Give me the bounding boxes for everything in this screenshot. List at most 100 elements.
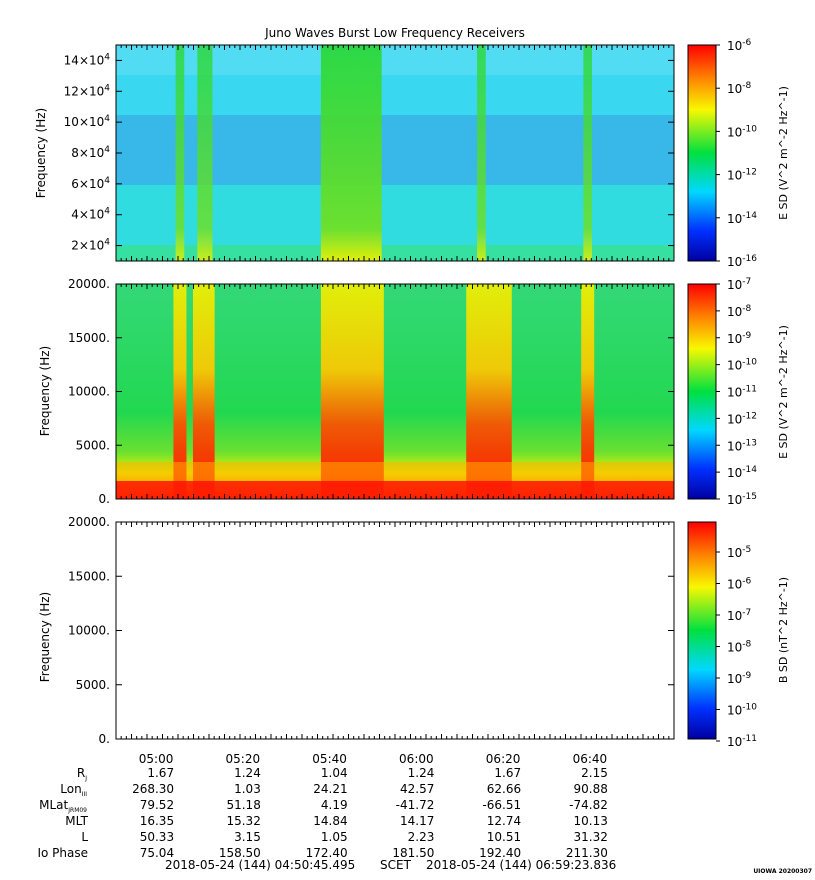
ephemeris-value: 31.32 (574, 830, 608, 844)
y-tick-label: 14×104 (64, 52, 111, 67)
spectrogram-panel-2: 20000. 15000. 10000. 5000. 0. Frequency (Hz) (38, 277, 675, 506)
colorbar-tick-label: 10-6 (727, 577, 752, 592)
colorbar-tick-label: 10-7 (727, 608, 751, 623)
ephemeris-value: 268.30 (132, 782, 174, 796)
ephemeris-row-label: Io Phase (37, 846, 88, 860)
colorbar-2 (687, 283, 717, 500)
colorbar-tick-label: 10-14 (727, 211, 757, 226)
y-tick-label: 12×104 (64, 83, 111, 98)
colorbar-3 (687, 521, 717, 740)
ephemeris-value: 1.05 (321, 830, 348, 844)
burst-column (175, 45, 185, 261)
ephemeris-value: 15.32 (226, 814, 260, 828)
y-tick-label: 6×104 (71, 176, 110, 191)
colorbar-tick-label: 10-5 (727, 545, 751, 560)
burst-column (477, 45, 486, 261)
colorbar-tick-label: 10-9 (727, 331, 752, 346)
time-start: 2018-05-24 (144) 04:50:45.495 (165, 858, 355, 872)
panel1-ylabel: Frequency (Hz) (34, 108, 48, 199)
spectrogram-panel-1: 2×104 4×104 6×104 8×104 10×104 12×104 14×104 F… (34, 44, 675, 262)
ephemeris-value: 1.67 (494, 766, 521, 780)
ephemeris-value: 62.66 (487, 782, 521, 796)
ephemeris-value: -66.51 (482, 798, 521, 812)
x-tick-label: 05:20 (226, 752, 261, 766)
ephemeris-value: 42.57 (400, 782, 434, 796)
colorbar-tick-label: 10-9 (727, 671, 752, 686)
ephemeris-value: 1.24 (408, 766, 435, 780)
y-tick-label: 2×104 (71, 238, 110, 253)
ephemeris-row-label: MLT (65, 814, 88, 828)
x-tick-label: 06:00 (399, 752, 434, 766)
panel3-background (115, 521, 675, 740)
colorbar-tick-label: 10-14 (727, 465, 757, 480)
ephemeris-value: 14.84 (313, 814, 347, 828)
colorbar-tick-label: 10-8 (727, 304, 752, 319)
y-tick-label: 15000. (68, 569, 110, 583)
y-tick-label: 5000. (76, 438, 110, 452)
x-tick-label: 05:40 (312, 752, 347, 766)
colorbar-tick-label: 10-10 (727, 124, 757, 139)
colorbar3-label: B SD (nT^2 Hz^-1) (777, 577, 790, 683)
spectrogram-panel-3: 20000. 15000. 10000. 5000. 0. Frequency (Hz) (38, 515, 675, 746)
ephemeris-row-label: LonIII (60, 782, 87, 798)
low-frequency-halo (116, 462, 674, 481)
burst-column (197, 45, 213, 261)
colorbar1-label: E SD (V^2 m^-2 Hz^-1) (777, 86, 790, 220)
ephemeris-value: 1.04 (321, 766, 348, 780)
figure-title: Juno Waves Burst Low Frequency Receivers (264, 26, 525, 40)
ephemeris-value: 192.40 (479, 846, 521, 860)
ephemeris-value: 1.67 (147, 766, 174, 780)
ephemeris-value: 172.40 (306, 846, 348, 860)
panel1-ticks: 2×104 4×104 6×104 8×104 10×104 12×104 14×104 (64, 45, 675, 261)
ephemeris-value: 181.50 (392, 846, 434, 860)
y-tick-label: 20000. (68, 277, 110, 291)
y-tick-label: 20000. (68, 515, 110, 529)
ephemeris-value: 16.35 (140, 814, 174, 828)
ephemeris-row-label: MLatJRM09 (39, 798, 87, 814)
colorbar-tick-label: 10-13 (727, 438, 757, 453)
colorbar-tick-label: 10-15 (727, 492, 757, 507)
colorbar-tick-label: 10-11 (727, 385, 757, 400)
time-mid-label: SCET (380, 858, 412, 872)
ephemeris-row-label: RJ (77, 766, 87, 782)
burst-column (173, 284, 187, 499)
ephemeris-value: -41.72 (396, 798, 435, 812)
colorbar2-label: E SD (V^2 m^-2 Hz^-1) (777, 325, 790, 459)
time-end: 2018-05-24 (144) 06:59:23.836 (426, 858, 616, 872)
ephemeris-value: 10.13 (574, 814, 608, 828)
y-tick-label: 10000. (68, 385, 110, 399)
y-tick-label: 4×104 (71, 207, 110, 222)
ephemeris-value: 211.30 (566, 846, 608, 860)
time-axis-labels: 05:00 05:20 05:40 06:00 06:20 06:40 (139, 752, 607, 766)
ephemeris-row-label: L (81, 830, 88, 844)
ephemeris-value: 12.74 (487, 814, 521, 828)
ephemeris-value: 75.04 (140, 846, 174, 860)
burst-column (320, 45, 354, 261)
colorbar-tick-label: 10-11 (727, 734, 757, 749)
ephemeris-value: 10.51 (487, 830, 521, 844)
panel3-ticks: 20000. 15000. 10000. 5000. 0. (68, 515, 675, 746)
burst-column (583, 45, 593, 261)
panel2-ticks: 20000. 15000. 10000. 5000. 0. (68, 277, 675, 506)
ephemeris-value: 2.23 (408, 830, 435, 844)
colorbar-1 (687, 44, 717, 262)
ephemeris-table: RJ 1.67 1.24 1.04 1.24 1.67 2.15 LonIII 268.30 1.… (37, 766, 607, 860)
colorbar-tick-label: 10-6 (727, 38, 752, 53)
ephemeris-value: 51.18 (226, 798, 260, 812)
colorbar-tick-label: 10-7 (727, 277, 751, 292)
ephemeris-value: 24.21 (313, 782, 347, 796)
ephemeris-value: 158.50 (219, 846, 261, 860)
colorbar-tick-label: 10-12 (727, 168, 757, 183)
y-tick-label: 15000. (68, 331, 110, 345)
y-tick-label: 10000. (68, 624, 110, 638)
y-tick-label: 0. (99, 492, 110, 506)
y-tick-label: 10×104 (64, 114, 111, 129)
y-tick-label: 5000. (76, 678, 110, 692)
ephemeris-value: 14.17 (400, 814, 434, 828)
y-tick-label: 8×104 (71, 145, 110, 160)
x-tick-label: 06:20 (486, 752, 521, 766)
colorbars: 10-6 10-8 10-10 10-12 10-14 10-16 10-7 10-8 10-9… (687, 38, 790, 749)
ephemeris-value: -74.82 (569, 798, 608, 812)
x-tick-label: 06:40 (573, 752, 608, 766)
ephemeris-value: 79.52 (140, 798, 174, 812)
